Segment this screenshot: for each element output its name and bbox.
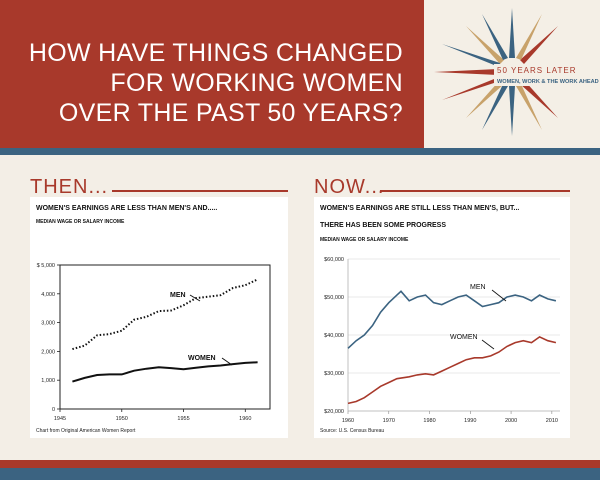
- x-tick-label: 2010: [546, 418, 558, 424]
- logo-line1: 50 YEARS LATER: [497, 66, 577, 75]
- x-tick-label: 2000: [505, 418, 517, 424]
- headline-line: FOR WORKING WOMEN: [110, 69, 403, 97]
- then-chart-panel: WOMEN'S EARNINGS ARE LESS THAN MEN'S AND…: [30, 197, 288, 438]
- y-tick-label: 3,000: [41, 321, 55, 327]
- women-leader-line: [481, 339, 495, 350]
- y-tick-label: $20,000: [324, 409, 344, 415]
- then-label: THEN...: [30, 176, 109, 198]
- y-tick-label: $50,000: [324, 295, 344, 301]
- y-tick-label: $30,000: [324, 371, 344, 377]
- logo: 50 YEARS LATER WOMEN, WORK & THE WORK AH…: [424, 0, 600, 148]
- chart-subtitle: MEDIAN WAGE OR SALARY INCOME: [36, 219, 125, 225]
- chart-source: Chart from Original American Women Repor…: [36, 428, 136, 434]
- chart-source: Source: U.S. Census Bureau: [320, 428, 385, 434]
- x-tick-label: 1980: [423, 418, 435, 424]
- y-tick-label: $ 5,000: [37, 263, 55, 269]
- x-tick-label: 1960: [239, 416, 251, 422]
- chart-title: WOMEN'S EARNINGS ARE STILL LESS THAN MEN…: [320, 205, 520, 212]
- y-tick-label: 0: [52, 407, 55, 413]
- y-tick-label: $40,000: [324, 333, 344, 339]
- x-tick-label: 1990: [464, 418, 476, 424]
- plot-frame: [59, 264, 271, 410]
- headline-line: OVER THE PAST 50 YEARS?: [58, 99, 403, 127]
- headline: HOW HAVE THINGS CHANGED FOR WORKING WOME…: [18, 38, 403, 128]
- x-tick-label: 1950: [116, 416, 128, 422]
- series-line-women: [347, 335, 557, 405]
- women-leader-line: [221, 357, 233, 366]
- men-leader-line: [189, 294, 201, 302]
- series-label-women: WOMEN: [188, 355, 216, 362]
- chart-title: WOMEN'S EARNINGS ARE LESS THAN MEN'S AND…: [36, 205, 218, 212]
- y-tick-label: $60,000: [324, 257, 344, 263]
- footer-stripe: [0, 460, 600, 468]
- series-label-men: MEN: [170, 292, 186, 299]
- then-chart: 0 1,000 2,000 3,000 4,000 $ 5,000 1945 1950 1955…: [37, 263, 271, 422]
- headline-line: HOW HAVE THINGS CHANGED: [28, 39, 403, 67]
- series-line-men: [72, 278, 259, 351]
- x-tick-label: 1945: [54, 416, 66, 422]
- series-line-men: [347, 290, 557, 349]
- logo-line2: WOMEN, WORK & THE WORK AHEAD: [497, 79, 599, 85]
- y-tick-label: 2,000: [41, 349, 55, 355]
- series-label-men: MEN: [470, 284, 486, 291]
- footer-stripe: [0, 468, 600, 480]
- series-line-women: [72, 361, 258, 383]
- x-tick-label: 1970: [383, 418, 395, 424]
- x-tick-label: 1960: [342, 418, 354, 424]
- then-underline: [112, 190, 288, 192]
- now-chart: $20,000 $30,000 $40,000 $50,000 $60,000 1960 1…: [324, 257, 560, 424]
- x-tick-label: 1955: [177, 416, 189, 422]
- now-chart-panel: WOMEN'S EARNINGS ARE STILL LESS THAN MEN…: [314, 197, 570, 438]
- chart-title-line2: THERE HAS BEEN SOME PROGRESS: [320, 222, 447, 229]
- y-tick-label: 1,000: [41, 378, 55, 384]
- compass-star-icon: 50 YEARS LATER WOMEN, WORK & THE WORK AH…: [434, 8, 599, 136]
- now-underline: [380, 190, 570, 192]
- y-tick-label: 4,000: [41, 292, 55, 298]
- divider-stripe: [0, 148, 600, 155]
- header-banner: HOW HAVE THINGS CHANGED FOR WORKING WOME…: [0, 0, 600, 148]
- series-label-women: WOMEN: [450, 334, 478, 341]
- now-label: NOW...: [314, 176, 385, 198]
- chart-subtitle: MEDIAN WAGE OR SALARY INCOME: [320, 237, 409, 243]
- men-leader-line: [491, 289, 507, 302]
